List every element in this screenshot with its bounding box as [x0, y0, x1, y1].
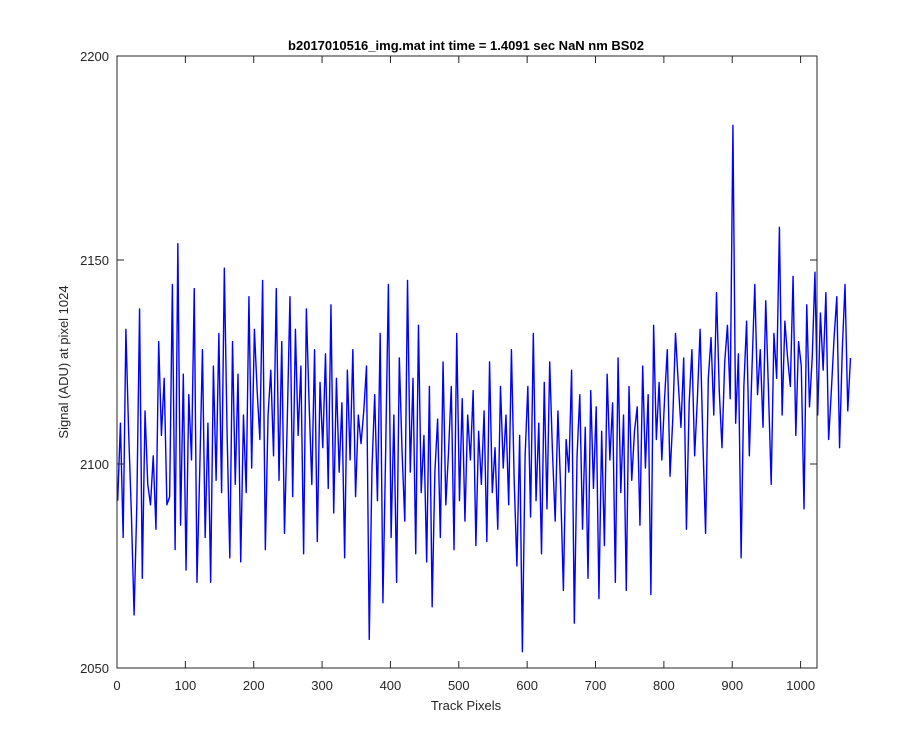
- x-tick-label: 1000: [786, 678, 815, 693]
- x-tick-label: 200: [243, 678, 265, 693]
- x-tick-label: 700: [585, 678, 607, 693]
- series-line-0: [116, 124, 852, 653]
- x-axis: 0 100 200 300 400 500 600 700 800 900 1000: [113, 56, 815, 693]
- y-tick-label: 2050: [80, 661, 109, 676]
- x-tick-label: 0: [113, 678, 120, 693]
- y-tick-label: 2100: [80, 457, 109, 472]
- x-tick-label: 900: [721, 678, 743, 693]
- axes-frame: [116, 55, 818, 669]
- x-tick-label: 500: [448, 678, 470, 693]
- x-tick-label: 400: [380, 678, 402, 693]
- plot-layer: [116, 124, 852, 653]
- y-tick-label: 2150: [80, 253, 109, 268]
- y-tick-label: 2200: [80, 49, 109, 64]
- x-tick-label: 800: [653, 678, 675, 693]
- x-axis-label: Track Pixels: [431, 698, 502, 713]
- y-axis: 2050 2100 2150 2200: [80, 49, 817, 676]
- chart-title: b2017010516_img.mat int time = 1.4091 se…: [288, 38, 644, 53]
- x-tick-label: 600: [516, 678, 538, 693]
- x-tick-label: 300: [311, 678, 333, 693]
- x-tick-label: 100: [175, 678, 197, 693]
- y-axis-label: Signal (ADU) at pixel 1024: [56, 285, 71, 438]
